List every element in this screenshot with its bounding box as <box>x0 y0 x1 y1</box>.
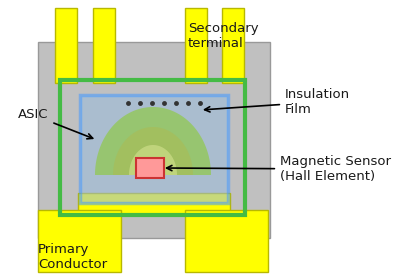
Bar <box>38 210 121 272</box>
Text: ASIC: ASIC <box>18 108 93 139</box>
Text: Magnetic Sensor
(Hall Element): Magnetic Sensor (Hall Element) <box>167 155 391 183</box>
Bar <box>222 8 244 83</box>
Bar <box>78 193 230 215</box>
Text: Insulation
Film: Insulation Film <box>205 88 350 116</box>
Bar <box>80 95 228 203</box>
Bar <box>93 8 115 83</box>
Polygon shape <box>113 127 193 175</box>
Bar <box>185 8 207 83</box>
Bar <box>38 42 270 238</box>
Polygon shape <box>95 107 211 175</box>
Bar <box>60 80 245 215</box>
Polygon shape <box>129 145 177 175</box>
Bar <box>185 210 268 272</box>
Text: Primary
Conductor: Primary Conductor <box>38 243 107 271</box>
Bar <box>55 8 77 83</box>
Bar <box>136 158 164 178</box>
Text: Secondary
terminal: Secondary terminal <box>188 22 259 50</box>
